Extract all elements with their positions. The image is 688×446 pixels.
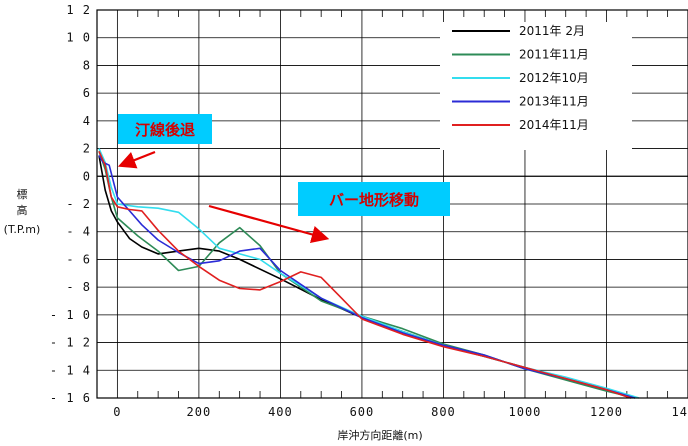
- y-tick-label: 2: [83, 142, 91, 156]
- callout-shoreline-retreat-box: [118, 114, 212, 144]
- legend: 2011年 2月 2011年11月 2012年10月 2013年11月 2014年11月: [440, 22, 632, 150]
- y-tick-label: - 1 6: [50, 391, 91, 405]
- callout-bar-migration-box: [298, 182, 450, 216]
- y-tick-label: - 1 4: [50, 363, 91, 377]
- y-axis-title-line-3: (T.P.m): [4, 223, 41, 236]
- annotation-arrows: [117, 150, 330, 243]
- arrow-to-shoreline: [117, 150, 156, 169]
- x-tick-label: 1200: [590, 405, 623, 419]
- x-tick-label: 1400: [672, 405, 688, 419]
- x-axis-title: 岸沖方向距離(m): [337, 428, 422, 442]
- legend-label: 2011年 2月: [519, 24, 585, 38]
- y-tick-label: 4: [83, 114, 91, 128]
- y-tick-label: 8: [83, 58, 91, 72]
- y-axis-ticks: 1 2 1 0 8 6 4 2 0 - 2 - 4 - 6 - 8 - 1 0 - 1 2 - 1 4 - …: [50, 3, 91, 405]
- x-tick-label: 0: [113, 405, 121, 419]
- x-tick-label: 400: [268, 405, 293, 419]
- legend-label: 2011年11月: [519, 48, 589, 62]
- y-tick-label: 1 2: [66, 3, 91, 17]
- y-tick-label: 0: [83, 169, 91, 183]
- arrow-bar-migration: [208, 204, 330, 243]
- y-tick-label: - 8: [66, 280, 91, 294]
- plot-frame: [96, 9, 688, 399]
- legend-label: 2013年11月: [519, 95, 589, 109]
- y-tick-label: - 6: [66, 252, 91, 266]
- series-layer: [98, 148, 640, 399]
- callout-bar-migration-text: バー地形移動: [329, 191, 419, 209]
- x-tick-label: 600: [350, 405, 375, 419]
- series-line: [98, 150, 632, 399]
- y-tick-label: 6: [83, 86, 91, 100]
- callout-shoreline-retreat: 汀線後退: [118, 114, 212, 144]
- y-tick-label: 1 0: [66, 31, 91, 45]
- callout-shoreline-retreat-text: 汀線後退: [135, 121, 195, 139]
- x-tick-label: 200: [187, 405, 212, 419]
- y-tick-label: - 4: [66, 225, 91, 239]
- legend-label: 2014年11月: [519, 118, 589, 132]
- y-axis-title-line-1: 標: [17, 187, 28, 201]
- x-tick-label: 800: [431, 405, 456, 419]
- y-tick-label: - 1 0: [50, 308, 91, 322]
- y-tick-label: - 2: [66, 197, 91, 211]
- legend-background: [440, 22, 632, 150]
- callout-bar-migration: バー地形移動: [298, 182, 450, 216]
- x-tick-label: 1000: [509, 405, 542, 419]
- legend-label: 2012年10月: [519, 71, 589, 85]
- y-tick-label: - 1 2: [50, 336, 91, 350]
- y-axis-title-line-2: 高: [17, 203, 28, 217]
- x-axis-ticks: 0 200 400 600 800 1000 1200 1400: [113, 405, 688, 419]
